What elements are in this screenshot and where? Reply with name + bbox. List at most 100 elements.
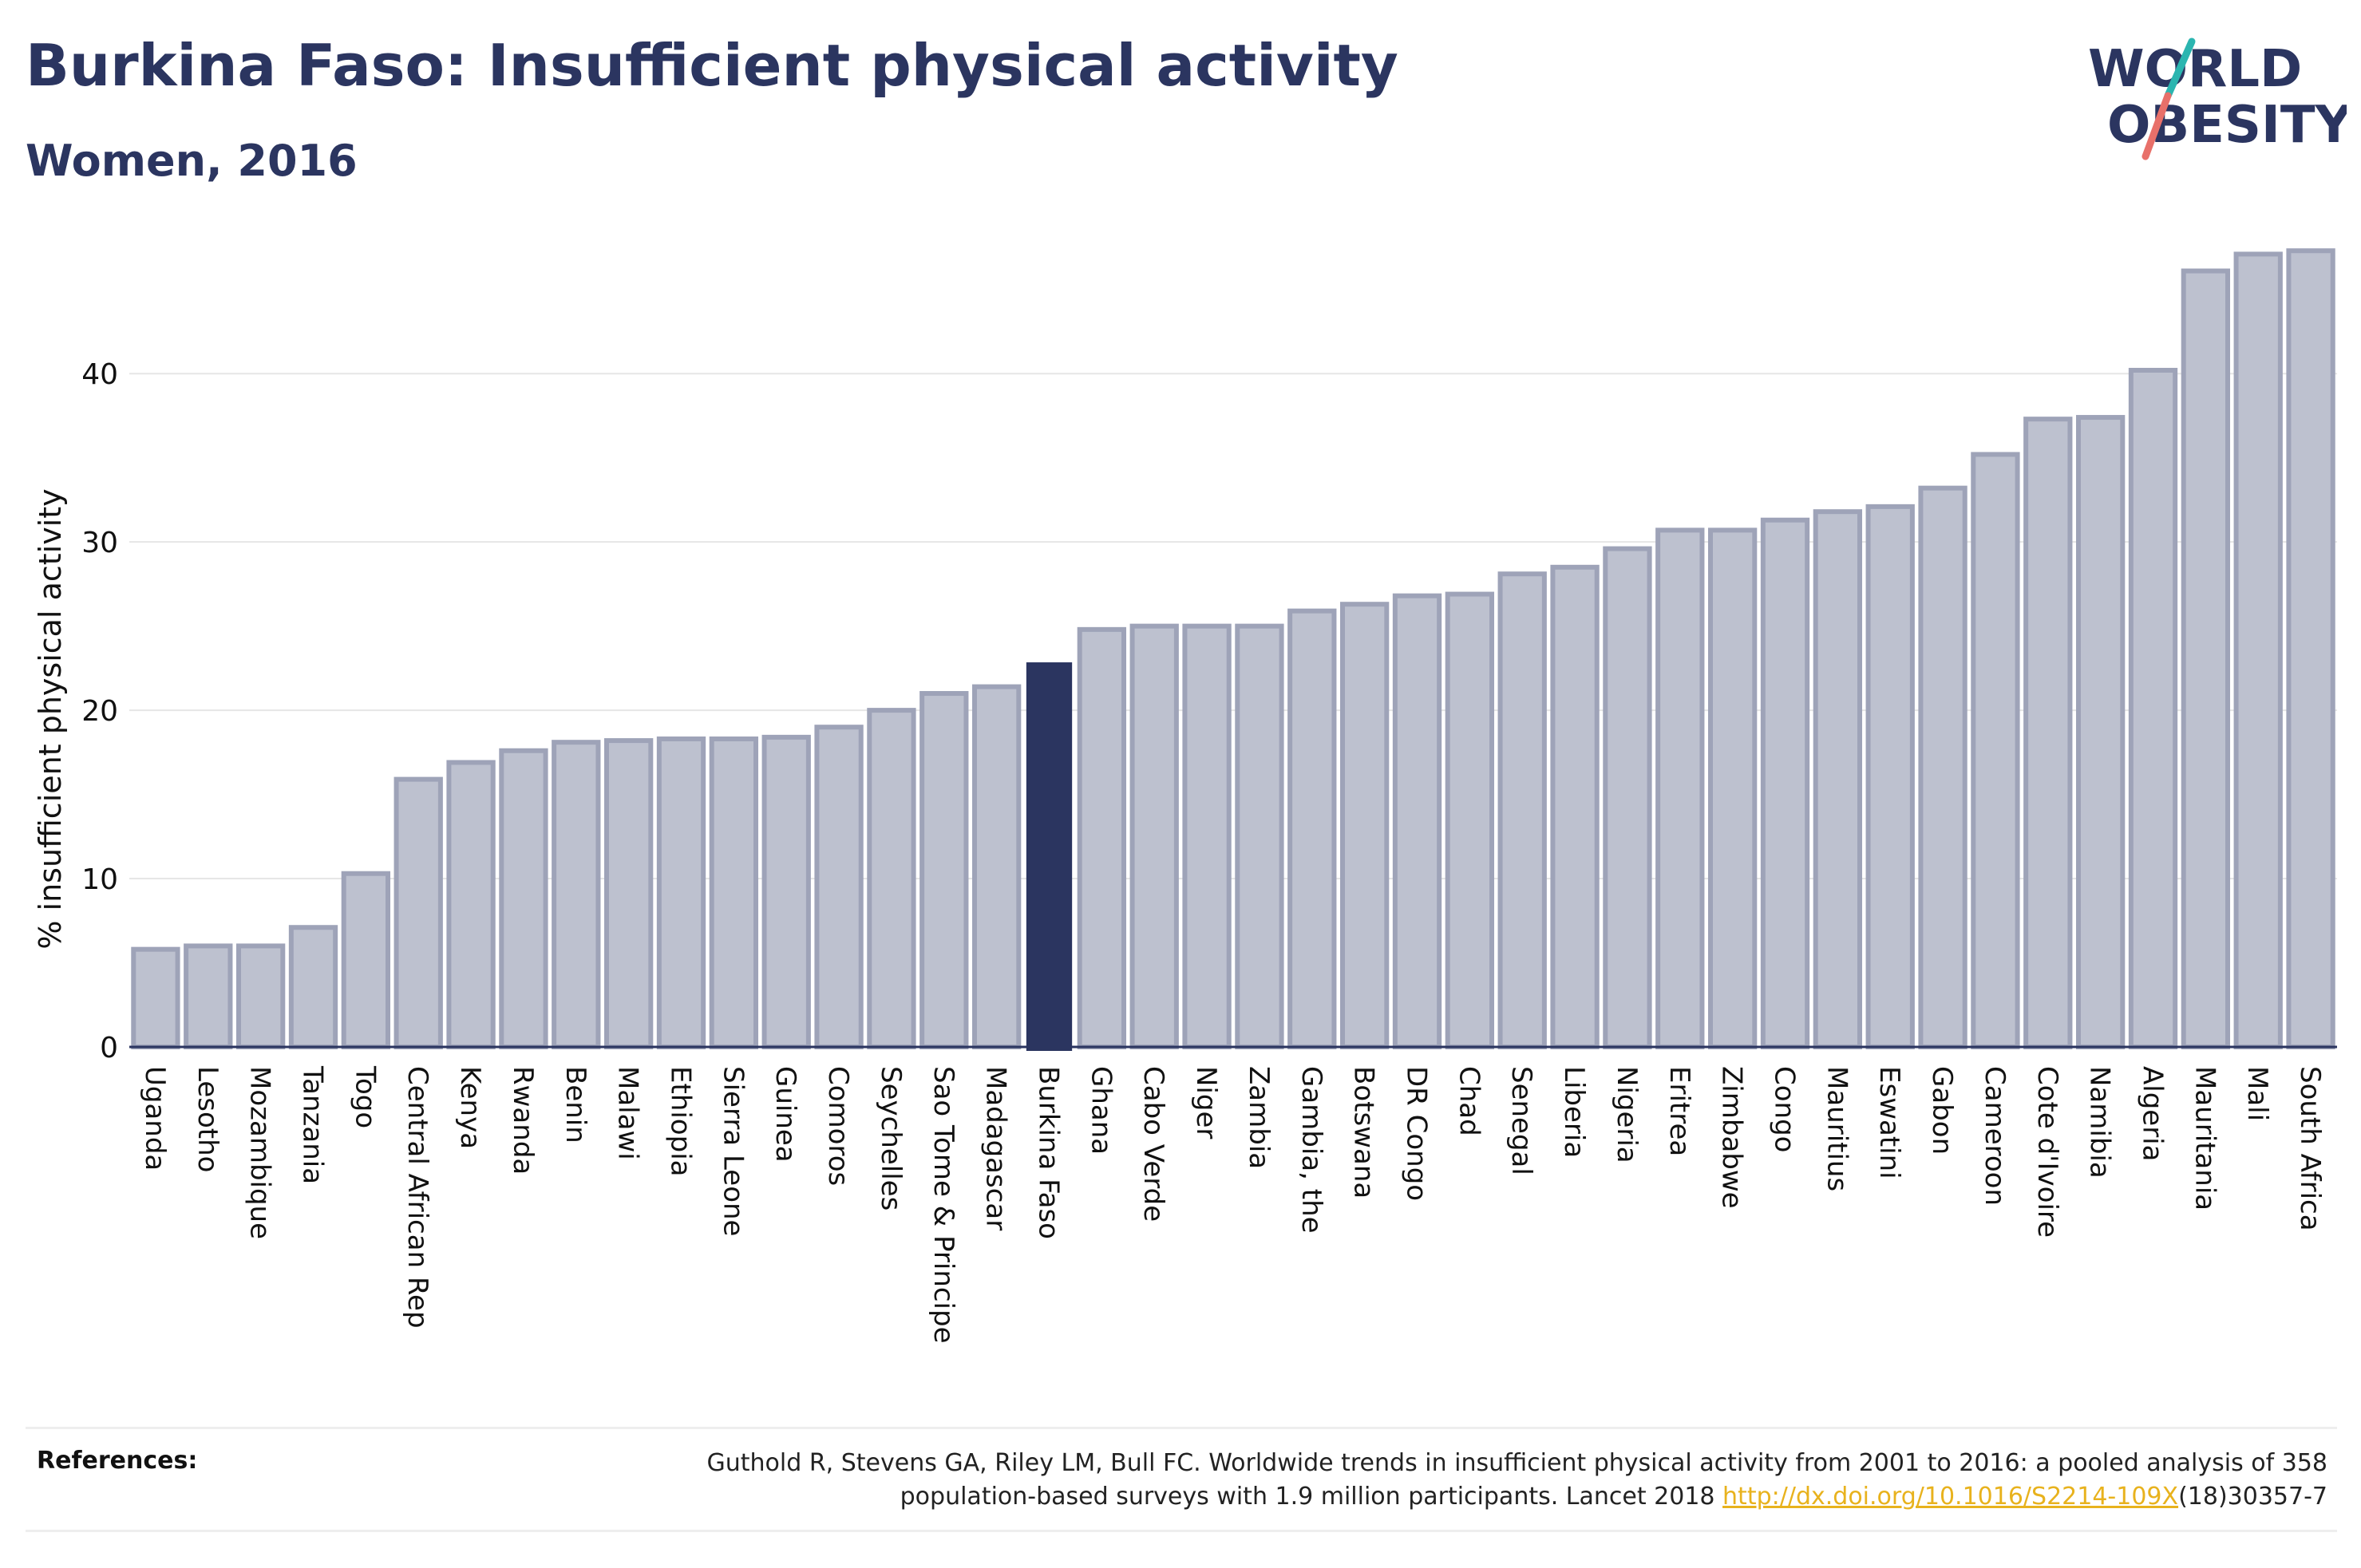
bar (2023, 417, 2073, 1049)
x-tick-label: Rwanda (507, 1066, 539, 1175)
x-tick-label: Lesotho (192, 1066, 223, 1172)
y-tick-label: 10 (81, 863, 118, 896)
bar (1865, 504, 1915, 1049)
bar (1707, 527, 1758, 1049)
x-tick-label: Central African Rep (401, 1066, 433, 1329)
y-tick-label: 0 (100, 1032, 118, 1064)
y-tick-label: 20 (81, 695, 118, 728)
x-tick-label: Ghana (1085, 1066, 1117, 1155)
reference-line-1: Guthold R, Stevens GA, Riley LM, Bull FC… (706, 1449, 2327, 1477)
reference-doi-link[interactable]: http://dx.doi.org/10.1016/S2214-109X (1722, 1483, 2179, 1511)
reference-line-2-end: (18)30357-7 (2178, 1483, 2327, 1511)
bar (499, 748, 548, 1049)
x-tick-label: DR Congo (1401, 1066, 1433, 1201)
bar (1445, 591, 1495, 1049)
bar (1077, 626, 1127, 1049)
bar (1655, 527, 1705, 1049)
page-title: Burkina Faso: Insufficient physical acti… (26, 32, 1398, 99)
bar (2181, 268, 2231, 1049)
logo-slash-teal (2164, 38, 2196, 100)
bar (235, 943, 286, 1049)
bar (814, 725, 864, 1049)
bars-group (131, 248, 2335, 1051)
x-tick-label: Eswatini (1873, 1066, 1905, 1179)
x-tick-label: Malawi (612, 1066, 644, 1160)
bar (1235, 623, 1284, 1049)
x-tick-label: South Africa (2294, 1066, 2326, 1231)
x-tick-label: Zambia (1243, 1066, 1275, 1169)
bar (1550, 564, 1600, 1049)
bar (2128, 367, 2178, 1049)
y-tick-labels: 0 10 20 30 40 (81, 358, 118, 1064)
x-tick-label: Ethiopia (665, 1066, 697, 1176)
references-label: References: (37, 1447, 198, 1475)
bar (1760, 517, 1810, 1049)
x-tick-label: Sierra Leone (717, 1066, 749, 1236)
page-subtitle: Women, 2016 (26, 136, 358, 186)
bar (867, 708, 916, 1050)
references-panel: References: Guthold R, Stevens GA, Riley… (26, 1427, 2337, 1532)
x-tick-label: Senegal (1505, 1066, 1537, 1175)
x-tick-label: Guinea (769, 1066, 801, 1163)
x-tick-label: Benin (560, 1066, 591, 1143)
bar (1392, 593, 1442, 1049)
x-tick-label: Cote d'Ivoire (2031, 1066, 2063, 1238)
x-tick-label: Sao Tome & Principe (927, 1066, 959, 1344)
x-tick-label: Niger (1190, 1066, 1222, 1139)
x-tick-label: Congo (1769, 1066, 1801, 1152)
x-tick-labels: Uganda Lesotho Mozambique Tanzania Togo Centr… (139, 1065, 2326, 1344)
bar (288, 925, 338, 1050)
x-tick-label: Mali (2241, 1066, 2273, 1121)
bar-highlighted (1026, 662, 1073, 1051)
x-tick-label: Cabo Verde (1137, 1066, 1169, 1222)
bar (2075, 415, 2126, 1049)
x-tick-label: Mauritius (1821, 1066, 1853, 1191)
x-tick-label: Comoros (822, 1066, 854, 1186)
x-tick-label: Kenya (454, 1066, 486, 1149)
bar (2233, 251, 2283, 1050)
bar (1971, 452, 2020, 1049)
bar (552, 740, 601, 1049)
x-tick-label: Zimbabwe (1716, 1066, 1748, 1209)
x-tick-label: Mozambique (244, 1066, 276, 1239)
bar (709, 736, 759, 1049)
bar (603, 738, 654, 1050)
bar (1129, 623, 1179, 1049)
bar (1339, 602, 1390, 1049)
x-tick-label: Gambia, the (1295, 1066, 1327, 1234)
grid-lines (129, 373, 2337, 880)
logo-word-world: WORLD (2088, 40, 2302, 99)
x-tick-label: Burkina Faso (1033, 1066, 1065, 1239)
x-tick-label: Chad (1453, 1066, 1485, 1136)
bar (184, 943, 233, 1049)
bar (1603, 546, 1652, 1049)
x-tick-label: Liberia (1558, 1066, 1590, 1158)
reference-line-2: population-based surveys with 1.9 millio… (900, 1483, 1723, 1511)
x-tick-label: Uganda (139, 1066, 171, 1171)
y-tick-label: 30 (81, 527, 118, 559)
bar (1497, 571, 1547, 1049)
x-tick-label: Eritrea (1663, 1066, 1695, 1156)
bar (919, 691, 969, 1049)
x-tick-label: Seychelles (875, 1066, 907, 1211)
logo-slash-coral (2142, 92, 2172, 160)
x-tick-label: Gabon (1926, 1066, 1958, 1155)
bar (761, 734, 811, 1050)
bar (2286, 248, 2335, 1049)
bar (394, 776, 443, 1049)
bar (446, 760, 496, 1049)
bar (341, 871, 391, 1050)
bar (1918, 485, 1968, 1049)
bar (1287, 608, 1337, 1049)
y-tick-label: 40 (81, 358, 118, 391)
world-obesity-logo: WORLD OBESITY (2088, 38, 2347, 160)
x-tick-label: Cameroon (1979, 1066, 2011, 1206)
x-tick-label: Mauritania (2189, 1066, 2221, 1211)
x-tick-label: Algeria (2137, 1066, 2169, 1161)
bar (971, 684, 1022, 1049)
bar (656, 736, 706, 1049)
y-axis-label: % insufficient physical activity (33, 488, 68, 949)
bar (131, 946, 180, 1049)
references-text: Guthold R, Stevens GA, Riley LM, Bull FC… (492, 1447, 2327, 1514)
x-tick-label: Togo (349, 1065, 381, 1128)
